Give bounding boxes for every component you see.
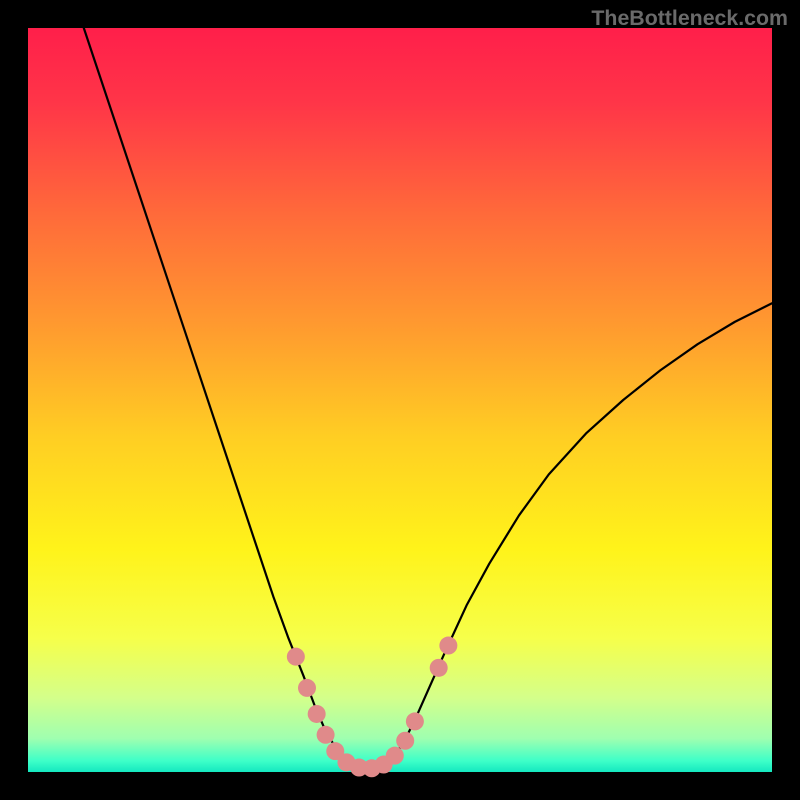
highlight-dot: [406, 712, 424, 730]
bottleneck-curve-chart: [0, 0, 800, 800]
highlight-dot: [317, 726, 335, 744]
highlight-dot: [386, 747, 404, 765]
highlight-dot: [287, 648, 305, 666]
highlight-dot: [308, 705, 326, 723]
highlight-dot: [396, 732, 414, 750]
highlight-dot: [439, 637, 457, 655]
highlight-dot: [430, 659, 448, 677]
highlight-dot: [298, 679, 316, 697]
chart-frame: TheBottleneck.com: [0, 0, 800, 800]
plot-area-gradient: [28, 28, 772, 772]
